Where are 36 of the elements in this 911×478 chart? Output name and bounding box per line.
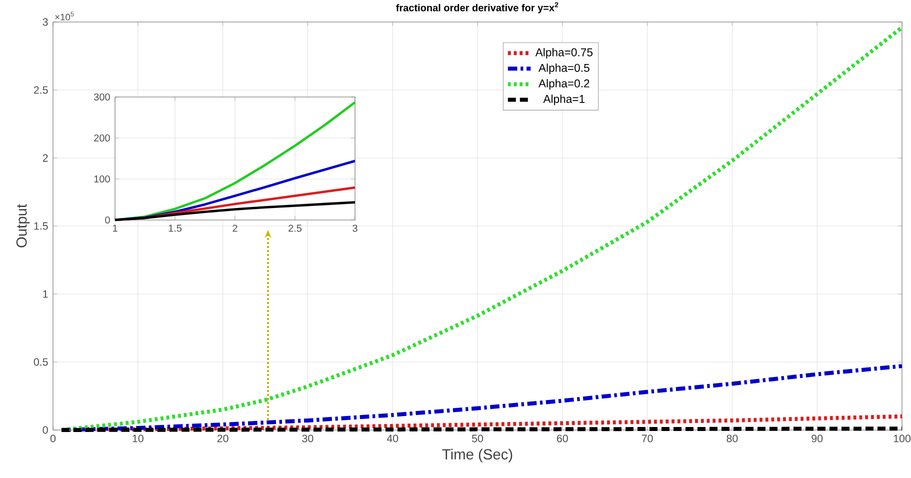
x-tick-label: 3: [352, 224, 358, 232]
y-tick-label: 200: [94, 134, 110, 142]
x-tick-label: 60: [557, 434, 568, 442]
y-tick-label: 2: [42, 154, 48, 162]
x-tick-label: 80: [726, 434, 738, 442]
x-tick-label: 90: [812, 434, 823, 442]
legend-label: Alpha=0.5: [538, 64, 590, 74]
legend-label: Alpha=1: [543, 94, 585, 106]
chart-title: fractional order derivative for y=x$^{2}$: [396, 2, 558, 14]
x-tick-label: 2: [232, 224, 238, 232]
y-tick-label: 0: [105, 216, 110, 224]
y-tick-label: 100: [94, 175, 110, 183]
x-axis-title: Time (Sec): [442, 448, 512, 462]
x-tick-label: 50: [472, 434, 484, 442]
legend-label: Alpha=0.2: [538, 79, 590, 90]
x-tick-label: 30: [302, 434, 314, 442]
x-tick-label: 0: [50, 434, 56, 442]
legend-label: Alpha=0.75: [535, 48, 593, 59]
y-tick-label: 0: [42, 426, 48, 434]
y-tick-label: 0.5: [34, 358, 48, 366]
x-tick-label: 40: [386, 434, 398, 442]
y-tick-label: 3: [42, 18, 48, 26]
line-series: [114, 201, 356, 222]
x-tick-label: 1.5: [168, 224, 182, 232]
y-tick-label: 1: [43, 290, 48, 298]
x-tick-label: 100: [894, 434, 910, 442]
text: ×10$^{5}$: [55, 12, 74, 20]
x-tick-label: 2.5: [288, 224, 302, 232]
x-tick-label: 70: [642, 434, 653, 442]
x-tick-label: 1: [112, 224, 118, 232]
y-tick-label: 300: [94, 93, 110, 101]
x-tick-label: 10: [132, 434, 144, 442]
x-tick-label: 20: [217, 434, 228, 442]
y-axis-title: Output: [16, 204, 30, 248]
y-tick-label: 2.5: [34, 86, 48, 94]
line-series: [114, 101, 356, 222]
